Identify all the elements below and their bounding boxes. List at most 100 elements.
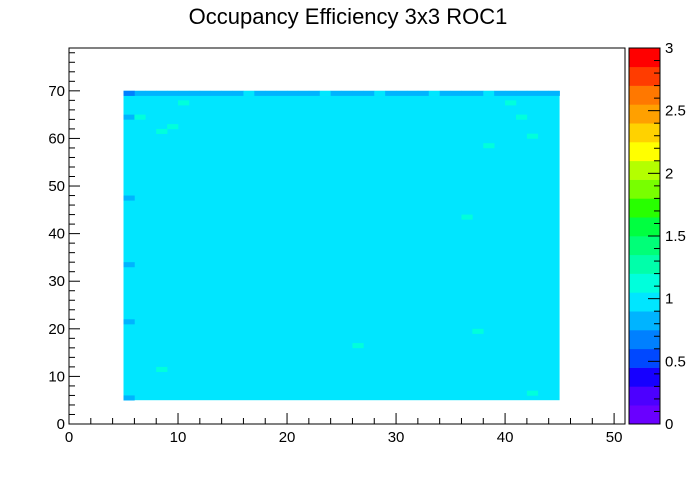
color-scale-segment	[629, 104, 660, 124]
heatmap-top-row-cell	[287, 90, 299, 96]
y-tick-label: 60	[48, 130, 65, 147]
heatmap-top-row-cell	[232, 90, 244, 96]
plot-border	[68, 47, 626, 425]
color-scale-segment	[629, 386, 660, 406]
z-tick-label: 0	[665, 416, 673, 433]
y-tick-label: 50	[48, 178, 65, 195]
heatmap-top-row-cell	[548, 90, 560, 96]
heatmap-top-row-cell	[145, 90, 157, 96]
color-scale-segment	[629, 179, 660, 199]
z-tick-label: 3	[665, 40, 673, 57]
y-tick-label: 20	[48, 321, 65, 338]
color-scale-segment	[629, 217, 660, 237]
heatmap-cell	[123, 395, 135, 401]
heatmap-cell	[178, 100, 190, 106]
heatmap-top-row-cell	[352, 90, 364, 96]
heatmap-top-row-cell	[188, 90, 201, 96]
heatmap-cell	[123, 262, 135, 268]
y-tick-label: 30	[48, 273, 65, 290]
color-scale-segment	[629, 273, 660, 293]
color-scale-segment	[629, 198, 660, 218]
x-axis: 0 10 20 30 40 50	[65, 413, 623, 446]
heatmap-cell	[526, 133, 539, 139]
heatmap-top-row-cell	[515, 90, 528, 96]
heatmap-top-row-cell	[505, 90, 517, 96]
heatmap-top-row-cell	[199, 90, 212, 96]
color-scale-segment	[629, 330, 660, 350]
heatmap-top-row-cell	[406, 90, 419, 96]
heatmap-top-row-cell	[210, 90, 222, 96]
z-tick-label: 2.5	[665, 103, 686, 120]
heatmap-top-row-cell	[526, 90, 539, 96]
x-tick-label: 40	[497, 429, 514, 446]
heatmap-cell	[526, 390, 539, 396]
z-tick-label: 0.5	[665, 353, 686, 370]
color-scale-segment	[629, 236, 660, 256]
color-scale-segment	[629, 66, 660, 86]
z-tick-label: 2	[665, 165, 673, 182]
color-scale-segment	[629, 348, 660, 368]
y-tick-label: 70	[48, 83, 65, 100]
chart-title: Occupancy Efficiency 3x3 ROC1	[188, 4, 508, 29]
x-tick-label: 30	[388, 429, 405, 446]
heatmap-cell	[156, 128, 168, 134]
heatmap-cell	[461, 214, 473, 220]
color-scale-segment	[629, 254, 660, 274]
heatmap-cells	[123, 90, 560, 401]
y-tick-label: 40	[48, 226, 65, 243]
color-scale-segment	[629, 311, 660, 331]
color-scale-segment	[629, 292, 660, 312]
heatmap-cell	[123, 114, 135, 120]
heatmap-top-row-cell	[319, 90, 331, 96]
heatmap-cell	[483, 143, 495, 149]
heatmap-top-row-cell	[439, 90, 451, 96]
heatmap-top-row-cell	[243, 90, 255, 96]
heatmap-top-row-cell	[297, 90, 310, 96]
x-tick-label: 10	[170, 429, 187, 446]
color-scale-segment	[629, 405, 660, 425]
heatmap-cell	[352, 343, 364, 349]
heatmap-top-row-cell	[385, 90, 397, 96]
heatmap-cell	[134, 114, 146, 120]
heatmap-top-row-cell	[308, 90, 321, 96]
heatmap-top-row-cell	[396, 90, 408, 96]
z-tick-label: 1	[665, 291, 673, 308]
heatmap-top-row-cell	[341, 90, 353, 96]
x-tick-label: 0	[65, 429, 73, 446]
heatmap-top-row-cell	[483, 90, 495, 96]
heatmap-cell	[167, 124, 179, 130]
heatmap-top-row-cell	[134, 90, 146, 96]
heatmap-cell	[123, 195, 135, 201]
heatmap-cell	[156, 366, 168, 372]
heatmap-top-row-cell	[167, 90, 179, 96]
color-scale-segment	[629, 142, 660, 162]
heatmap-top-row-cell	[461, 90, 473, 96]
heatmap-top-row-cell	[428, 90, 440, 96]
plot-frame	[68, 47, 626, 425]
heatmap-top-row-cell	[178, 90, 190, 96]
y-axis: 0 10 20 30 40 50 60 70	[48, 52, 80, 433]
x-tick-label: 20	[279, 429, 296, 446]
x-tick-label: 50	[606, 429, 623, 446]
color-scale-segment	[629, 123, 660, 143]
color-scale-segment	[629, 48, 660, 68]
color-scale-bar: 0 0.5 1 1.5 2 2.5 3	[628, 40, 686, 433]
heatmap-top-row-cell	[330, 90, 342, 96]
heatmap-top-row-cell	[265, 90, 277, 96]
heatmap-top-row-cell	[254, 90, 266, 96]
heatmap-cell	[505, 100, 517, 106]
y-tick-label: 0	[57, 416, 65, 433]
heatmap-top-row-cell	[276, 90, 288, 96]
heatmap-top-row-cell	[221, 90, 233, 96]
heatmap-top-row-cell	[156, 90, 168, 96]
z-tick-label: 1.5	[665, 228, 686, 245]
heatmap-top-row-cell	[417, 90, 430, 96]
heatmap-cell	[472, 328, 484, 334]
heatmap-base-region	[123, 90, 560, 401]
heatmap-top-row-cell	[363, 90, 375, 96]
color-scale-segment	[629, 160, 660, 180]
heatmap-top-row-cell	[494, 90, 506, 96]
y-tick-label: 10	[48, 368, 65, 385]
